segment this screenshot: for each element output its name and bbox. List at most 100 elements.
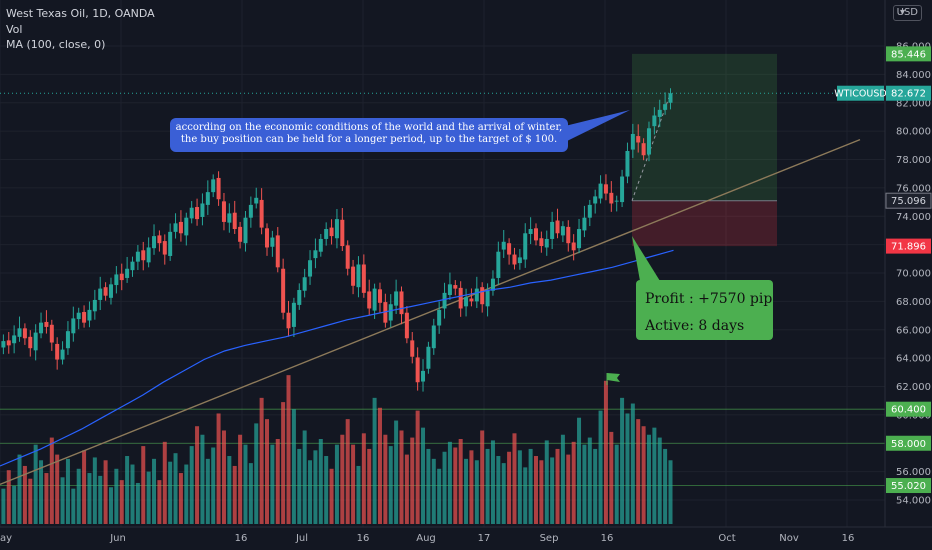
price-tick-label: 62.000	[896, 382, 931, 393]
volume-bar	[340, 434, 345, 524]
candle	[141, 241, 146, 271]
volume-bar	[367, 448, 372, 524]
volume-bar	[55, 454, 60, 524]
candle-body	[227, 213, 232, 223]
candle-body	[168, 231, 173, 256]
currency-selector[interactable]: USD	[892, 5, 922, 21]
candle	[55, 337, 60, 370]
time-tick-label: Sep	[540, 533, 559, 544]
candle	[437, 301, 442, 334]
volume-bar	[609, 431, 614, 524]
volume-bar	[114, 468, 119, 524]
candle	[593, 189, 598, 214]
candle	[39, 312, 44, 339]
candle-body	[377, 289, 382, 303]
candle	[625, 142, 630, 184]
volume-bar	[173, 453, 178, 524]
price-label	[885, 192, 932, 209]
candle	[313, 238, 318, 269]
candle	[544, 230, 549, 256]
candle	[609, 181, 614, 212]
volume-bar	[221, 430, 226, 524]
price-tick-label: 82.000	[896, 98, 931, 109]
annotation-callout[interactable]: according on the economic conditions of …	[170, 118, 568, 152]
candle-body	[146, 247, 151, 263]
time-tick-label: Jul	[295, 533, 308, 544]
candle-body	[259, 199, 264, 228]
candle-body	[587, 204, 592, 218]
candle	[173, 213, 178, 239]
volume-bar	[394, 420, 399, 524]
symbol-line[interactable]: West Texas Oil, 1D, OANDA	[6, 7, 155, 20]
chart-legend: West Texas Oil, 1D, OANDA Vol MA (100, c…	[6, 6, 155, 53]
candle-body	[555, 220, 560, 234]
candle	[114, 266, 119, 294]
candle	[587, 199, 592, 227]
volume-bar	[297, 448, 302, 524]
callout-line-1: according on the economic conditions of …	[175, 122, 563, 133]
candle-body	[361, 264, 366, 293]
dropdown-arrow-icon[interactable]: ▾	[899, 7, 905, 18]
candle	[329, 219, 334, 245]
volume-bar	[496, 456, 501, 524]
candle-body	[286, 312, 291, 329]
price-tick-label: 66.000	[896, 325, 931, 336]
volume-bar	[12, 485, 17, 524]
candle-body	[1, 341, 6, 348]
candle-body	[92, 299, 97, 312]
candle	[442, 282, 447, 319]
candle-body	[87, 309, 92, 321]
volume-bar	[200, 434, 205, 524]
candle	[82, 305, 87, 328]
candle-body	[130, 261, 135, 271]
candle-body	[248, 204, 253, 218]
volume-bar	[582, 444, 587, 524]
candle	[6, 332, 11, 354]
volume-bar	[571, 441, 576, 524]
candle-body	[431, 325, 436, 349]
volume-bar	[281, 402, 286, 524]
trade-summary-box[interactable]: Profit : +7570 pip Active: 8 days	[636, 280, 773, 340]
volume-bar	[351, 444, 356, 524]
volume-bar	[329, 468, 334, 524]
volume-bar	[383, 434, 388, 524]
candle	[200, 193, 205, 226]
price-tick-label: 76.000	[896, 183, 931, 194]
candle	[291, 297, 296, 337]
candle	[119, 263, 124, 291]
candle-body	[82, 312, 87, 323]
volume-bar	[28, 478, 33, 524]
volume-bar	[404, 454, 409, 524]
candle-body	[243, 217, 248, 244]
volume-indicator-line[interactable]: Vol	[6, 22, 23, 36]
candle-body	[372, 288, 377, 311]
volume-bar	[507, 451, 512, 524]
volume-bar	[614, 444, 619, 524]
volume-bar	[550, 457, 555, 524]
candle	[205, 180, 210, 215]
candle	[507, 238, 512, 265]
candle-body	[60, 349, 65, 360]
candle-body	[200, 203, 205, 217]
candle	[652, 107, 657, 135]
candle	[308, 250, 313, 285]
candle-body	[351, 266, 356, 286]
moving-average-line[interactable]: MA (100, close, 0)	[6, 38, 106, 51]
candle	[351, 259, 356, 295]
volume-bar	[636, 419, 641, 524]
time-tick-label: ay	[0, 533, 12, 544]
volume-bar	[6, 470, 11, 524]
candle-body	[410, 340, 415, 357]
candle-body	[652, 115, 657, 127]
candle	[334, 209, 339, 249]
candle-body	[345, 245, 350, 269]
candle-body	[507, 243, 512, 255]
candle	[630, 123, 635, 158]
volume-bar	[60, 477, 65, 524]
price-label-text: 58.000	[891, 439, 926, 450]
volume-bar	[195, 426, 200, 524]
candle-body	[281, 268, 286, 313]
candle-body	[184, 217, 189, 236]
